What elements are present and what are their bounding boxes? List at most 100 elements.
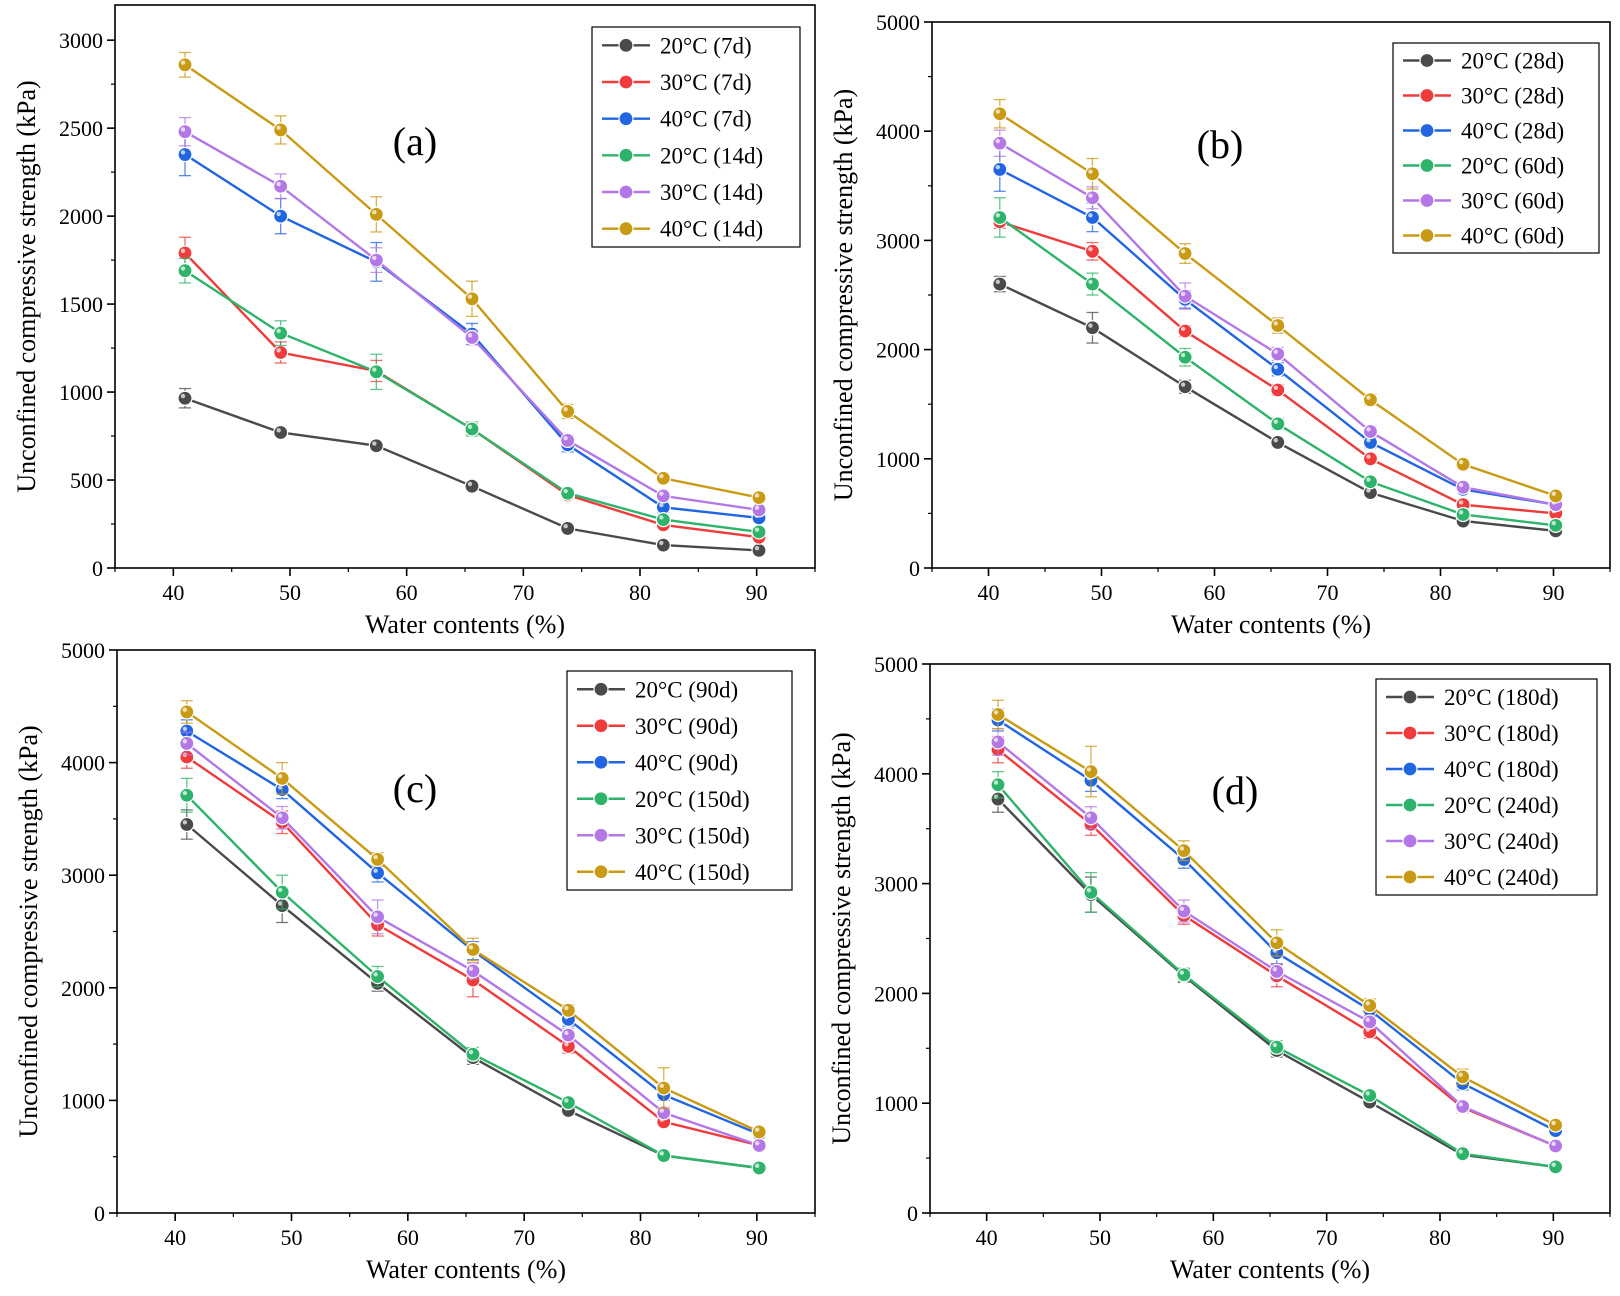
x-tick-label: 50 — [1091, 580, 1113, 605]
data-point-highlight — [277, 813, 283, 818]
data-point-highlight — [1365, 1001, 1370, 1006]
legend-marker — [1402, 689, 1418, 705]
legend-label: 30°C (240d) — [1444, 829, 1559, 854]
y-axis-title: Unconfined compressive strength (kPa) — [12, 80, 41, 492]
legend-label: 20°C (180d) — [1444, 685, 1559, 710]
x-tick-label: 90 — [1542, 1225, 1564, 1250]
data-point-highlight — [995, 138, 1000, 144]
data-point-highlight — [659, 1083, 664, 1089]
x-tick-label: 60 — [1204, 580, 1226, 605]
x-tick-label: 70 — [1316, 1225, 1338, 1250]
data-point-highlight — [1180, 382, 1186, 387]
legend-item: 30°C (180d) — [1386, 721, 1559, 746]
legend-item: 40°C (240d) — [1386, 865, 1559, 890]
data-point-highlight — [1366, 438, 1371, 443]
data-point-highlight — [1086, 813, 1092, 818]
data-point — [992, 209, 1008, 226]
data-point-highlight — [372, 441, 377, 446]
data-point — [1270, 346, 1286, 362]
data-point — [655, 537, 671, 553]
legend-marker — [1419, 227, 1435, 244]
data-point — [465, 963, 481, 979]
y-tick-label: 0 — [92, 556, 103, 581]
x-tick-label: 40 — [978, 580, 1000, 605]
legend-marker — [1419, 157, 1435, 174]
legend-label: 20°C (28d) — [1461, 49, 1564, 74]
x-tick-label: 60 — [1202, 1225, 1224, 1250]
data-point — [1177, 349, 1193, 365]
legend-label: 40°C (60d) — [1461, 224, 1564, 249]
y-tick-label: 1500 — [59, 292, 103, 317]
data-point-highlight — [1458, 1072, 1463, 1077]
data-point-highlight — [1088, 213, 1093, 218]
legend-item: 30°C (240d) — [1386, 829, 1559, 854]
series-0 — [177, 387, 767, 559]
data-point — [1547, 1138, 1564, 1154]
data-point-highlight — [1273, 438, 1278, 443]
legend-item: 30°C (150d) — [577, 823, 750, 848]
data-point — [1362, 1014, 1378, 1030]
data-point — [992, 276, 1008, 292]
data-point — [1547, 1159, 1564, 1175]
legend-box — [591, 26, 801, 248]
x-axis-title: Water contents (%) — [1170, 1255, 1370, 1284]
data-point — [179, 787, 195, 803]
data-point-highlight — [1458, 459, 1464, 465]
y-axis-title: Unconfined compressive strength (kPa) — [14, 725, 43, 1137]
data-point — [1083, 810, 1099, 826]
legend-label: 40°C (90d) — [635, 750, 738, 775]
data-point — [990, 706, 1006, 723]
data-point — [1362, 423, 1379, 440]
data-point — [1269, 1039, 1285, 1055]
data-point-highlight — [276, 125, 281, 130]
data-point-highlight — [1180, 291, 1186, 297]
data-point — [751, 1137, 767, 1154]
panel-d: 40 50 60 70 80 90 0 1000 2000 3000 4000 5000 Water c… — [827, 652, 1611, 1284]
series-5 — [179, 700, 767, 1140]
data-point — [560, 432, 576, 449]
data-point — [1084, 276, 1101, 292]
data-point — [560, 485, 576, 501]
data-point-highlight — [1273, 419, 1278, 424]
data-point-highlight — [180, 127, 186, 132]
legend-item: 20°C (14d) — [602, 143, 763, 168]
legend-label: 30°C (90d) — [635, 714, 738, 739]
data-point-highlight — [1366, 395, 1371, 400]
data-point-highlight — [563, 488, 568, 494]
legend-label: 20°C (150d) — [635, 787, 750, 812]
data-point-highlight — [993, 780, 999, 785]
legend-label: 30°C (150d) — [635, 823, 750, 848]
data-point — [1455, 1098, 1471, 1115]
data-point — [1177, 245, 1193, 262]
data-point — [1176, 843, 1192, 859]
legend-marker — [618, 37, 634, 53]
series-4 — [179, 731, 767, 1154]
x-tick-label: 90 — [1543, 580, 1565, 605]
data-point-highlight — [993, 737, 999, 742]
legend-marker — [618, 184, 634, 200]
y-tick-label: 1000 — [876, 447, 920, 472]
data-point — [655, 488, 671, 504]
x-tick-label: 70 — [512, 580, 534, 605]
y-tick-label: 3000 — [61, 863, 105, 888]
legend-marker — [1402, 833, 1418, 849]
legend-item: 40°C (150d) — [577, 860, 750, 885]
data-point-highlight — [754, 505, 760, 510]
data-point-highlight — [1086, 767, 1092, 772]
data-point — [465, 941, 481, 958]
series-5 — [177, 51, 767, 506]
legend-item: 20°C (180d) — [1386, 685, 1559, 710]
data-point — [1084, 166, 1101, 182]
data-point — [560, 1002, 576, 1018]
data-point-highlight — [1088, 169, 1093, 174]
legend-label: 30°C (7d) — [660, 70, 752, 95]
data-point-highlight — [1272, 967, 1278, 972]
series-3 — [177, 257, 767, 540]
data-point-highlight — [180, 393, 186, 399]
x-axis-title: Water contents (%) — [365, 610, 565, 639]
data-point-highlight — [995, 165, 1000, 170]
x-tick-label: 50 — [279, 580, 301, 605]
data-point — [560, 1027, 576, 1043]
y-tick-label: 5000 — [876, 10, 920, 35]
